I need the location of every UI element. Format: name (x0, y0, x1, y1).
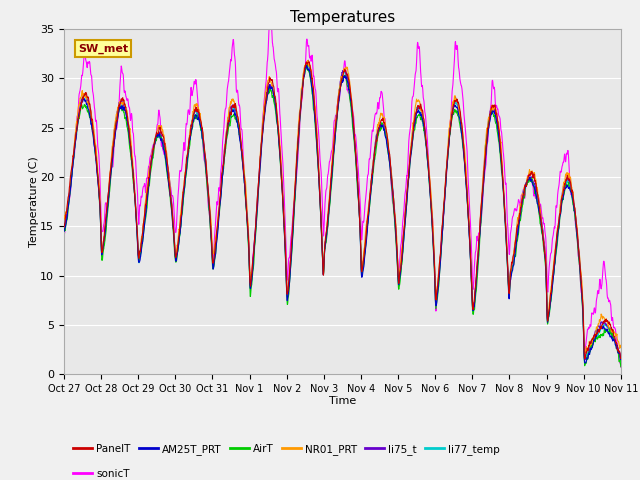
Legend: sonicT: sonicT (69, 465, 134, 480)
Text: SW_met: SW_met (78, 43, 128, 54)
X-axis label: Time: Time (329, 396, 356, 406)
Title: Temperatures: Temperatures (290, 10, 395, 25)
Y-axis label: Temperature (C): Temperature (C) (29, 156, 39, 247)
